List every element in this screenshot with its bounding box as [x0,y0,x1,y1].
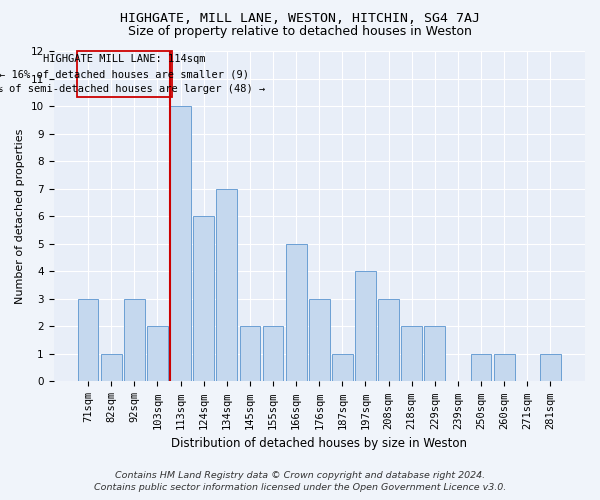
Text: HIGHGATE, MILL LANE, WESTON, HITCHIN, SG4 7AJ: HIGHGATE, MILL LANE, WESTON, HITCHIN, SG… [120,12,480,26]
Bar [217,189,237,382]
Bar [77,299,98,382]
Bar [309,299,329,382]
Text: Size of property relative to detached houses in Weston: Size of property relative to detached ho… [128,25,472,38]
Bar [378,299,399,382]
Bar [147,326,168,382]
Bar [355,272,376,382]
Bar [401,326,422,382]
Bar [470,354,491,382]
Y-axis label: Number of detached properties: Number of detached properties [15,129,25,304]
Bar [170,106,191,382]
Bar [101,354,122,382]
Text: Contains HM Land Registry data © Crown copyright and database right 2024.: Contains HM Land Registry data © Crown c… [115,471,485,480]
Bar [263,326,283,382]
Bar [540,354,561,382]
X-axis label: Distribution of detached houses by size in Weston: Distribution of detached houses by size … [171,437,467,450]
Bar [124,299,145,382]
Text: Contains public sector information licensed under the Open Government Licence v3: Contains public sector information licen… [94,484,506,492]
Bar [193,216,214,382]
Bar [494,354,515,382]
Text: HIGHGATE MILL LANE: 114sqm
← 16% of detached houses are smaller (9)
84% of semi-: HIGHGATE MILL LANE: 114sqm ← 16% of deta… [0,54,265,94]
Bar [424,326,445,382]
Bar [286,244,307,382]
Bar [332,354,353,382]
Bar [239,326,260,382]
